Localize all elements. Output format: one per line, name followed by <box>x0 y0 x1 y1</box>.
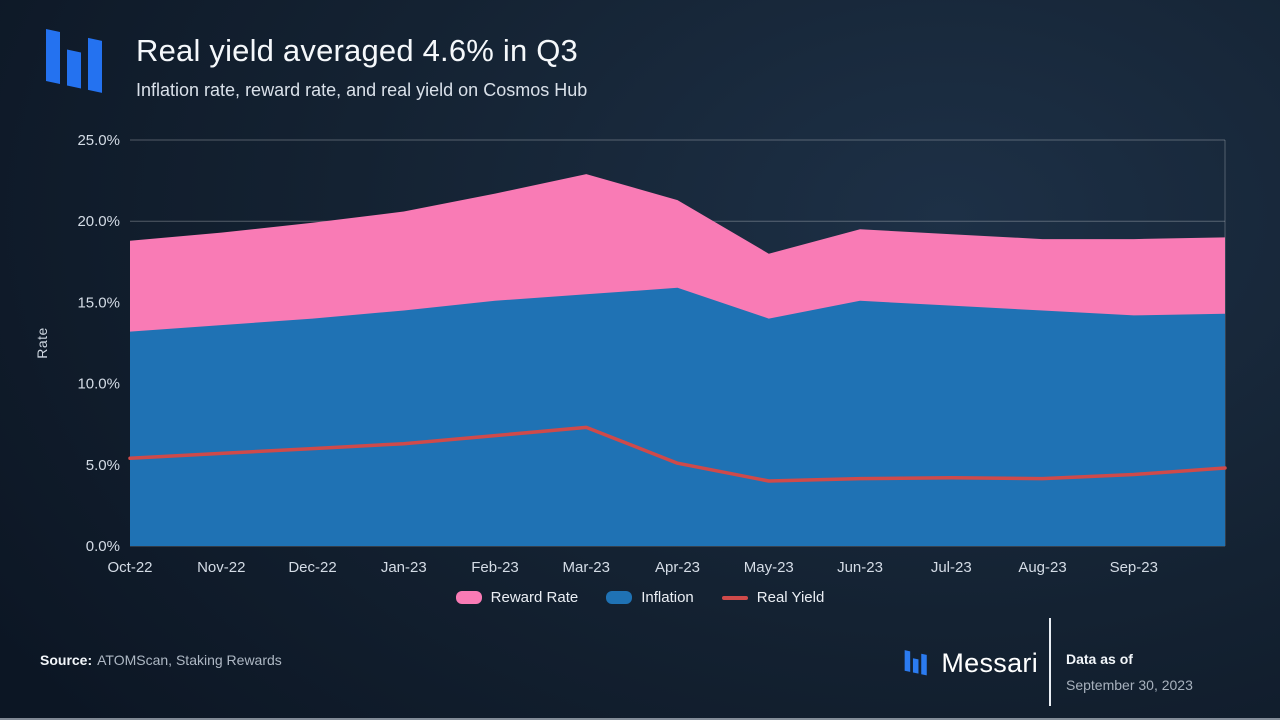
page-title: Real yield averaged 4.6% in Q3 <box>136 33 578 68</box>
x-tick-label: Oct-22 <box>107 559 152 576</box>
x-tick-label: Apr-23 <box>655 559 700 576</box>
y-tick-label: 20.0% <box>77 213 120 230</box>
source-note: Source: ATOMScan, Staking Rewards <box>40 652 282 668</box>
brand-lockup: Messari <box>903 648 1038 679</box>
messari-logo-icon <box>46 29 102 93</box>
x-tick-label: Dec-22 <box>288 559 336 576</box>
x-tick-label: Jun-23 <box>837 559 883 576</box>
x-tick-label: Jul-23 <box>931 559 972 576</box>
y-tick-label: 25.0% <box>77 132 120 149</box>
legend: Reward Rate Inflation Real Yield <box>0 589 1280 606</box>
legend-item-real-yield: Real Yield <box>721 589 825 606</box>
y-axis-title: Rate <box>34 327 50 359</box>
legend-label-real-yield: Real Yield <box>756 589 825 606</box>
y-tick-label: 0.0% <box>86 538 120 555</box>
source-label: Source: <box>40 652 93 668</box>
legend-label-inflation: Inflation <box>641 589 694 606</box>
x-tick-label: Feb-23 <box>471 559 519 576</box>
y-tick-label: 5.0% <box>86 457 120 474</box>
x-tick-label: Sep-23 <box>1110 559 1158 576</box>
legend-swatch-reward-rate <box>455 591 482 604</box>
bottom-border-line <box>0 718 1280 720</box>
brand-wordmark: Messari <box>941 648 1038 678</box>
legend-swatch-real-yield <box>721 595 748 600</box>
data-as-of-label: Data as of <box>1066 651 1133 667</box>
y-tick-label: 15.0% <box>77 294 120 311</box>
x-tick-label: Aug-23 <box>1018 559 1066 576</box>
x-tick-label: May-23 <box>744 559 794 576</box>
messari-glyph-icon <box>905 649 928 675</box>
footer: Source: ATOMScan, Staking Rewards Messari… <box>0 618 1280 720</box>
chart-svg: 0.0% 5.0% 10.0% 15.0% 20.0% 25.0% Oct-22 Nov-22… <box>34 132 1227 576</box>
x-tick-label: Nov-22 <box>197 559 245 576</box>
line-real-yield <box>128 425 1227 483</box>
legend-label-reward-rate: Reward Rate <box>490 589 579 606</box>
x-tick-label: Jan-23 <box>381 559 427 576</box>
legend-swatch-inflation <box>606 591 633 604</box>
area-inflation <box>130 287 1225 546</box>
page-subtitle: Inflation rate, reward rate, and real yi… <box>136 80 588 100</box>
x-tick-label: Mar-23 <box>562 559 610 576</box>
data-as-of-value: September 30, 2023 <box>1066 677 1193 693</box>
source-value: ATOMScan, Staking Rewards <box>97 652 282 668</box>
footer-divider <box>1049 618 1051 706</box>
y-tick-label: 10.0% <box>77 376 120 393</box>
data-as-of: Data as of September 30, 2023 <box>1066 651 1193 693</box>
header: Real yield averaged 4.6% in Q3 Inflation… <box>136 33 587 101</box>
legend-item-reward-rate: Reward Rate <box>455 589 579 606</box>
legend-item-inflation: Inflation <box>606 589 694 606</box>
